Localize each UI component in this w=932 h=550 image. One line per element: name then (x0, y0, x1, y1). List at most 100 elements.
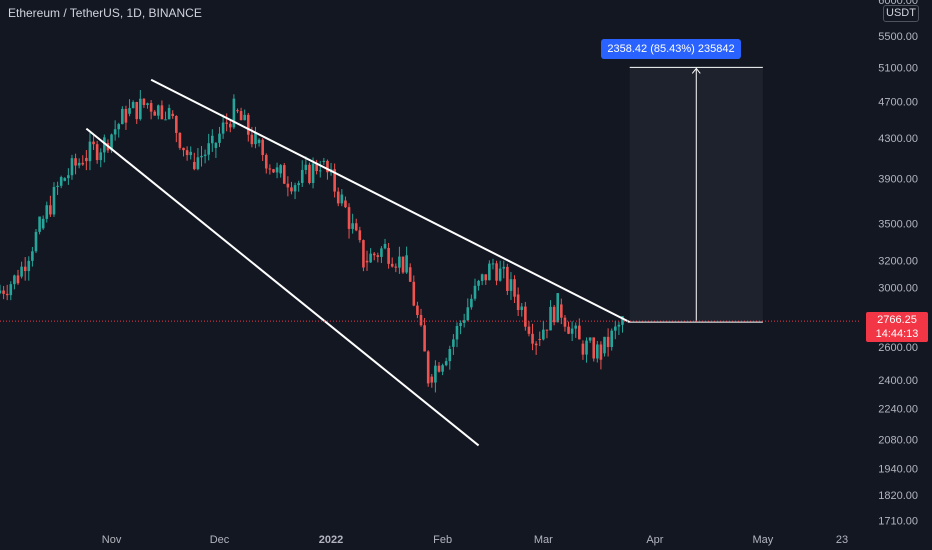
candle-body (588, 337, 592, 341)
candle-body (193, 162, 196, 170)
candle-body (92, 141, 95, 145)
bar-countdown: 14:44:13 (875, 328, 919, 340)
candle-body (41, 218, 45, 229)
candle-body (279, 165, 282, 174)
candle-body (282, 165, 286, 184)
time-axis[interactable]: Nov Dec 2022 Feb Mar Apr May 23 (102, 534, 848, 546)
candle-body (304, 164, 308, 170)
candle-body (185, 150, 189, 156)
candle-body (2, 290, 5, 294)
candle-body (70, 158, 74, 176)
candle-body (34, 231, 38, 252)
candle-body (599, 344, 603, 360)
candle-body (560, 304, 563, 318)
candle-body (59, 177, 63, 186)
measure-arrow-head (691, 67, 701, 74)
candle-body (412, 281, 416, 306)
candle-body (491, 263, 495, 265)
candle-body (13, 275, 16, 285)
candle-body (88, 141, 92, 162)
candle-body (390, 263, 394, 267)
candle-body (444, 361, 448, 366)
candle-body (462, 320, 466, 323)
candle-body (196, 157, 200, 170)
time-tick-label: May (752, 534, 773, 546)
candle-body (200, 155, 203, 158)
candle-body (437, 365, 441, 372)
candle-body (567, 326, 570, 334)
candle-body (293, 185, 297, 192)
candle-body (408, 267, 412, 282)
price-tick-label: 4700.00 (878, 96, 918, 108)
candle-body (596, 344, 599, 359)
candle-body (480, 274, 484, 281)
candle-body (495, 263, 498, 281)
candle-body (182, 147, 185, 151)
candle-body (27, 260, 31, 272)
candle-body (455, 326, 459, 340)
candle-body (506, 266, 509, 291)
candle-body (534, 343, 538, 346)
candle-body (484, 274, 488, 281)
measure-label: 2358.42 (85.43%) 235842 (601, 39, 741, 59)
candle-body (416, 305, 419, 316)
candle-body (121, 108, 124, 125)
candle-body (9, 284, 13, 296)
candle-body (225, 122, 228, 124)
candle-body (387, 247, 390, 264)
candle-body (376, 255, 380, 257)
candle-body (5, 293, 9, 296)
candle-body (103, 137, 106, 153)
candle-body (617, 324, 621, 327)
candle-body (610, 330, 614, 347)
candle-body (160, 105, 164, 120)
candle-body (405, 255, 408, 273)
candle-body (16, 275, 20, 284)
candle-body (477, 280, 480, 286)
trendlines[interactable] (0, 78, 860, 447)
candle-body (581, 343, 585, 355)
candle-body (261, 139, 264, 156)
candle-body (570, 328, 574, 334)
candle-body (470, 298, 473, 308)
candle-body (606, 336, 610, 347)
price-tick-label: 1940.00 (878, 463, 918, 475)
currency-unit-tag[interactable]: USDT (883, 5, 919, 22)
candle-body (211, 135, 214, 144)
price-tick-label: 6000.00 (878, 0, 918, 7)
candle-body (146, 103, 149, 105)
time-tick-label: Mar (534, 534, 553, 546)
candle-body (542, 329, 545, 340)
candle-body (419, 315, 423, 326)
measure-tool[interactable] (629, 66, 763, 323)
candle-body (250, 134, 254, 145)
price-axis[interactable]: 6000.00 5500.00 5100.00 4700.00 4300.00 3900.… (878, 0, 918, 528)
candle-body (549, 306, 552, 331)
price-tick-label: 1710.00 (878, 516, 918, 528)
candle-body (0, 290, 2, 294)
candle-body (164, 119, 167, 121)
candle-body (239, 111, 243, 121)
price-tick-label: 5100.00 (878, 62, 918, 74)
candle-body (20, 266, 23, 277)
candle-body (189, 151, 193, 156)
candle-body (264, 155, 268, 169)
candle-body (214, 142, 218, 148)
candle-body (333, 169, 336, 192)
candle-body (326, 160, 329, 173)
candle-body (524, 306, 527, 327)
candle-body (23, 266, 27, 272)
candle-body (272, 169, 275, 173)
candle-body (207, 143, 211, 155)
candle-body (578, 325, 581, 340)
candle-body (38, 216, 41, 232)
candle-body (423, 325, 426, 352)
candle-body (372, 253, 376, 256)
candle-body (67, 175, 70, 179)
candle-body (56, 185, 59, 188)
candle-body (545, 329, 549, 331)
candle-body (77, 162, 81, 166)
candle-body (344, 200, 347, 208)
candle-body (153, 111, 157, 116)
